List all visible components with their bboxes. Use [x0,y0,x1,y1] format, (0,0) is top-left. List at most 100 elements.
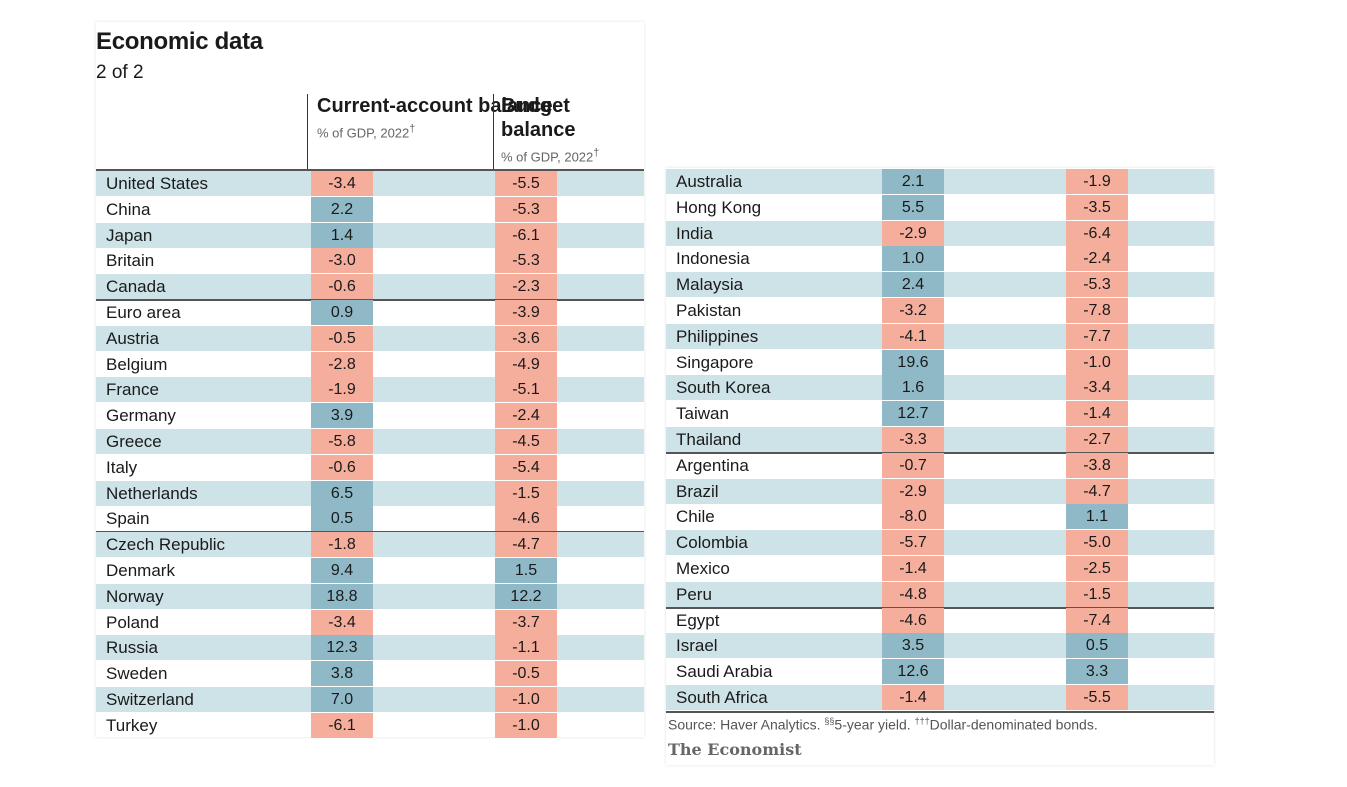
budget-balance-value: -6.1 [495,222,557,248]
country-name: Taiwan [676,404,729,424]
country-name: Spain [106,509,150,529]
current-account-value: 7.0 [311,687,373,712]
table-row: Japan 1.4 -6.1 [96,222,644,248]
country-name: Euro area [106,303,181,322]
table-row: Poland -3.4 -3.7 [96,609,644,635]
economist-brand: The Economist [668,740,802,759]
current-account-value: -1.8 [311,532,373,558]
country-name: Pakistan [676,301,742,320]
table-row: Australia 2.1 -1.9 [666,169,1214,194]
table-row: France -1.9 -5.1 [96,377,644,403]
budget-balance-value: -2.7 [1066,427,1128,452]
country-name: Poland [106,612,159,632]
table-row: Singapore 19.6 -1.0 [666,349,1214,375]
table-row: Brazil -2.9 -4.7 [666,478,1214,504]
country-name: Switzerland [106,690,194,709]
country-name: Israel [676,636,718,656]
current-account-value: 9.4 [311,558,373,583]
budget-balance-value: -1.9 [1066,169,1128,194]
budget-balance-value: -4.5 [495,429,557,454]
current-account-value: 5.5 [882,194,944,220]
current-account-value: -4.6 [882,607,944,633]
source-note: Source: Haver Analytics. §§5-year yield.… [668,716,1098,733]
budget-balance-value: 12.2 [495,583,557,609]
table-row: Norway 18.8 12.2 [96,583,644,609]
country-name: Indonesia [676,249,750,269]
unit-text: % of GDP, 2022 [317,125,410,141]
table-row: Mexico -1.4 -2.5 [666,556,1214,581]
budget-balance-value: -1.4 [1066,401,1128,427]
budget-balance-value: -5.4 [495,454,557,480]
country-name: Australia [676,172,743,191]
country-name: Egypt [676,610,720,630]
budget-balance-value: -5.3 [495,248,557,274]
country-name: France [106,380,159,400]
country-name: Turkey [106,715,158,735]
dagger-mark: † [593,147,600,159]
country-name: Mexico [676,559,730,578]
country-name: Norway [106,586,164,606]
current-account-value: -3.4 [311,171,373,196]
table-row: Taiwan 12.7 -1.4 [666,401,1214,427]
current-account-value: 12.6 [882,659,944,685]
table-row: Russia 12.3 -1.1 [96,635,644,661]
budget-balance-value: -4.7 [495,532,557,558]
budget-balance-value: 1.1 [1066,504,1128,530]
country-name: Saudi Arabia [676,662,773,682]
table-row: Canada -0.6 -2.3 [96,274,644,300]
budget-balance-value: -7.4 [1066,607,1128,633]
table-row: Italy -0.6 -5.4 [96,454,644,480]
table-row: Egypt -4.6 -7.4 [666,607,1214,633]
table-row: Indonesia 1.0 -2.4 [666,246,1214,272]
current-account-value: -0.6 [311,454,373,480]
budget-balance-value: -2.5 [1066,556,1128,581]
current-account-value: 0.5 [311,506,373,532]
budget-balance-value: -0.5 [495,661,557,687]
budget-balance-value: -5.5 [1066,685,1128,710]
country-name: South Africa [676,688,768,707]
source-text-yield: 5-year yield. [834,716,915,733]
country-name: Netherlands [106,483,198,503]
table-row: Hong Kong 5.5 -3.5 [666,194,1214,220]
current-account-value: -2.9 [882,478,944,504]
current-account-value: -1.4 [882,556,944,581]
country-name: Japan [106,225,153,245]
current-account-value: -2.9 [882,220,944,246]
budget-balance-value: -1.0 [1066,349,1128,375]
current-account-value: -5.7 [882,530,944,556]
table-panel-right: Australia 2.1 -1.9 Hong Kong 5.5 -3.5 India -2.… [666,168,1214,765]
unit-text: % of GDP, 2022 [501,149,594,165]
current-account-value: 1.0 [882,246,944,272]
table-row: Thailand -3.3 -2.7 [666,427,1214,452]
country-name: Peru [676,584,712,604]
country-name: Greece [106,432,162,451]
country-name: Germany [106,406,176,426]
current-account-value: -4.8 [882,581,944,607]
budget-balance-value: -5.1 [495,377,557,403]
column-divider-budget [493,94,494,170]
current-account-value: 3.9 [311,403,373,429]
column-header-budget: Budget balance % of GDP, 2022† [501,94,644,164]
budget-balance-value: -5.5 [495,171,557,196]
current-account-value: 2.4 [882,272,944,298]
header-rule [96,169,644,171]
table-row: Euro area 0.9 -3.9 [96,300,644,325]
source-text-bonds: Dollar-denominated bonds. [929,716,1098,733]
country-name: Austria [106,328,159,348]
footnote-mark-ss: §§ [824,716,835,726]
budget-balance-value: 0.5 [1066,633,1128,659]
country-name: South Korea [676,378,771,398]
budget-balance-value: -3.9 [495,300,557,325]
table-row: India -2.9 -6.4 [666,220,1214,246]
budget-balance-value: -3.4 [1066,375,1128,401]
source-text: Source: Haver Analytics. [668,716,825,733]
table-row: Colombia -5.7 -5.0 [666,530,1214,556]
budget-balance-value: -5.0 [1066,530,1128,556]
current-account-value: -4.1 [882,323,944,349]
table-row: Denmark 9.4 1.5 [96,558,644,583]
budget-balance-value: -3.6 [495,325,557,351]
table-row: Peru -4.8 -1.5 [666,581,1214,607]
column-divider-current-account [307,94,308,170]
table-panel-left: Economic data 2 of 2 Current-account bal… [96,22,644,738]
budget-balance-value: 1.5 [495,558,557,583]
